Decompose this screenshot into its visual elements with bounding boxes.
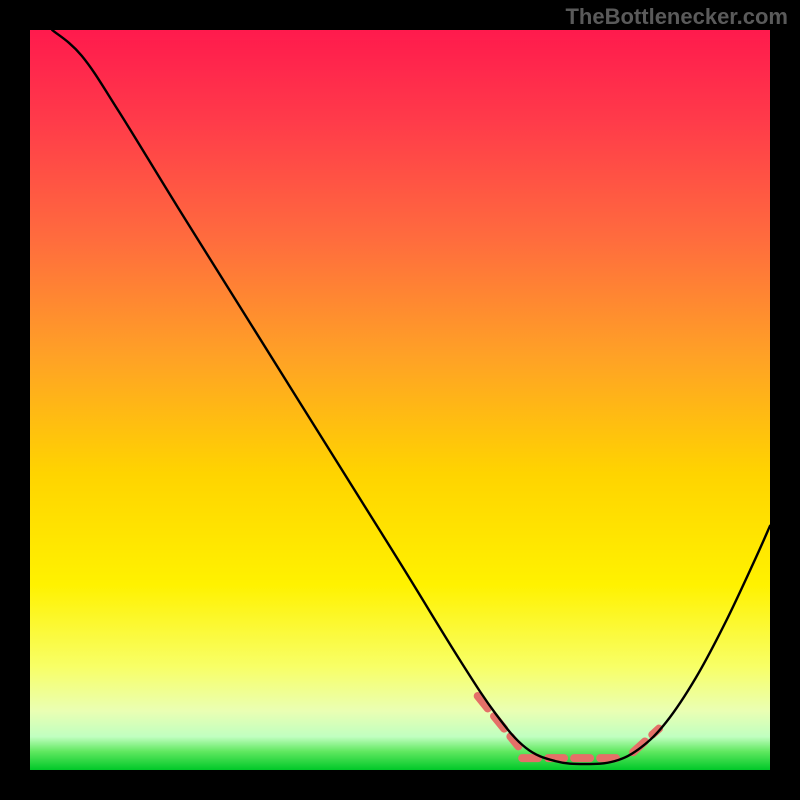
plot-background-gradient	[30, 30, 770, 770]
bottleneck-curve-chart	[0, 0, 800, 800]
watermark-text: TheBottlenecker.com	[565, 4, 788, 30]
chart-frame: TheBottlenecker.com	[0, 0, 800, 800]
